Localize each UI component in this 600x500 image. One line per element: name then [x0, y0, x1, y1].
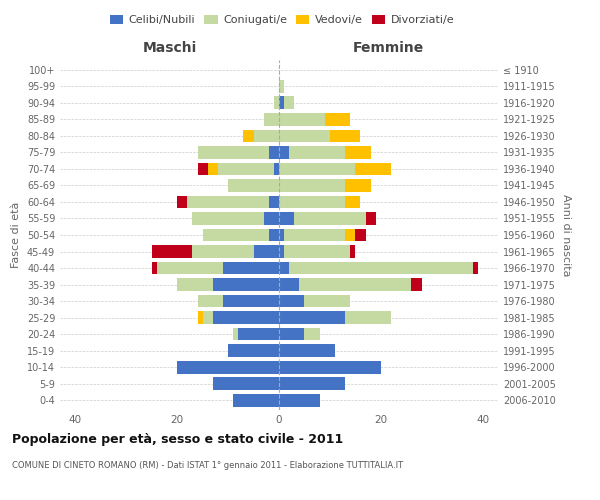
Bar — [294, 212, 365, 225]
Bar — [279, 212, 294, 225]
Bar — [269, 228, 279, 241]
Bar — [269, 146, 279, 159]
Bar — [238, 328, 279, 340]
Bar — [228, 344, 279, 357]
Bar — [203, 228, 269, 241]
Bar — [279, 360, 381, 374]
Bar — [254, 130, 279, 142]
Bar — [197, 311, 203, 324]
Bar — [473, 262, 478, 274]
Bar — [279, 344, 335, 357]
Bar — [345, 146, 371, 159]
Bar — [279, 113, 325, 126]
Bar — [274, 162, 279, 175]
Bar — [279, 196, 345, 208]
Bar — [289, 262, 473, 274]
Bar — [279, 245, 284, 258]
Bar — [284, 96, 294, 110]
Bar — [304, 294, 350, 308]
Bar — [254, 245, 279, 258]
Bar — [197, 162, 208, 175]
Bar — [279, 130, 330, 142]
Y-axis label: Anni di nascita: Anni di nascita — [561, 194, 571, 276]
Bar — [345, 311, 391, 324]
Bar — [365, 212, 376, 225]
Bar — [208, 162, 218, 175]
Bar — [233, 394, 279, 406]
Bar — [193, 212, 264, 225]
Bar — [355, 228, 365, 241]
Bar — [197, 294, 223, 308]
Bar — [279, 278, 299, 291]
Bar — [264, 113, 279, 126]
Bar — [299, 278, 412, 291]
Bar — [284, 245, 350, 258]
Bar — [279, 394, 320, 406]
Bar — [279, 96, 284, 110]
Bar — [279, 262, 289, 274]
Bar — [279, 228, 284, 241]
Bar — [345, 179, 371, 192]
Y-axis label: Fasce di età: Fasce di età — [11, 202, 21, 268]
Bar — [213, 311, 279, 324]
Bar — [279, 146, 289, 159]
Bar — [355, 162, 391, 175]
Bar — [233, 328, 238, 340]
Bar — [279, 179, 345, 192]
Bar — [350, 245, 355, 258]
Bar — [223, 262, 279, 274]
Text: COMUNE DI CINETO ROMANO (RM) - Dati ISTAT 1° gennaio 2011 - Elaborazione TUTTITA: COMUNE DI CINETO ROMANO (RM) - Dati ISTA… — [12, 460, 403, 469]
Bar — [279, 294, 304, 308]
Bar — [213, 278, 279, 291]
Bar — [330, 130, 361, 142]
Bar — [279, 80, 284, 93]
Bar — [274, 96, 279, 110]
Bar — [412, 278, 422, 291]
Bar — [279, 162, 355, 175]
Bar — [152, 245, 193, 258]
Bar — [228, 179, 279, 192]
Bar — [345, 228, 355, 241]
Bar — [244, 130, 254, 142]
Text: Femmine: Femmine — [353, 41, 424, 55]
Bar — [289, 146, 345, 159]
Bar — [269, 196, 279, 208]
Bar — [279, 377, 345, 390]
Bar — [177, 360, 279, 374]
Bar — [157, 262, 223, 274]
Bar — [345, 196, 361, 208]
Bar — [197, 146, 269, 159]
Bar — [213, 377, 279, 390]
Bar — [325, 113, 350, 126]
Bar — [177, 196, 187, 208]
Bar — [279, 328, 304, 340]
Bar — [152, 262, 157, 274]
Bar — [193, 245, 254, 258]
Bar — [284, 228, 345, 241]
Bar — [177, 278, 213, 291]
Bar — [223, 294, 279, 308]
Legend: Celibi/Nubili, Coniugati/e, Vedovi/e, Divorziati/e: Celibi/Nubili, Coniugati/e, Vedovi/e, Di… — [106, 10, 458, 30]
Bar — [218, 162, 274, 175]
Bar — [203, 311, 213, 324]
Bar — [264, 212, 279, 225]
Bar — [187, 196, 269, 208]
Text: Popolazione per età, sesso e stato civile - 2011: Popolazione per età, sesso e stato civil… — [12, 432, 343, 446]
Bar — [304, 328, 320, 340]
Bar — [279, 311, 345, 324]
Text: Maschi: Maschi — [142, 41, 197, 55]
